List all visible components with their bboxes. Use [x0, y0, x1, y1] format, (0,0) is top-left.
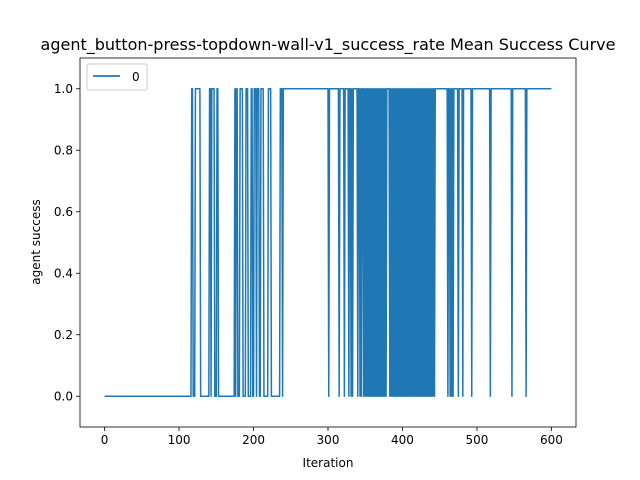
x-tick-label: 600 [540, 433, 563, 447]
x-tick-label: 400 [391, 433, 414, 447]
axes: 0 100 200 300 400 500 600 0.0 0.2 0.4 0.6 0.8 1.0 [54, 57, 577, 447]
y-tick-label: 0.2 [54, 328, 73, 342]
legend-frame [86, 63, 148, 91]
y-tick-label: 0.0 [54, 389, 73, 403]
series-line-0 [104, 88, 552, 397]
y-tick-label: 0.6 [54, 205, 73, 219]
x-tick-label: 300 [317, 433, 340, 447]
x-tick-label: 0 [101, 433, 109, 447]
chart-title: agent_button-press-topdown-wall-v1_succe… [41, 35, 616, 55]
y-tick-label: 0.4 [54, 266, 73, 280]
y-tick-label: 0.8 [54, 143, 73, 157]
y-axis-label: agent success [29, 199, 43, 284]
x-tick-label: 500 [465, 433, 488, 447]
plot-area [104, 88, 552, 397]
legend-entry-label: 0 [132, 70, 140, 84]
x-axis-label: Iteration [303, 456, 354, 470]
y-tick-label: 1.0 [54, 82, 73, 96]
x-tick-label: 200 [242, 433, 265, 447]
legend: 0 [86, 63, 148, 91]
x-tick-label: 100 [168, 433, 191, 447]
